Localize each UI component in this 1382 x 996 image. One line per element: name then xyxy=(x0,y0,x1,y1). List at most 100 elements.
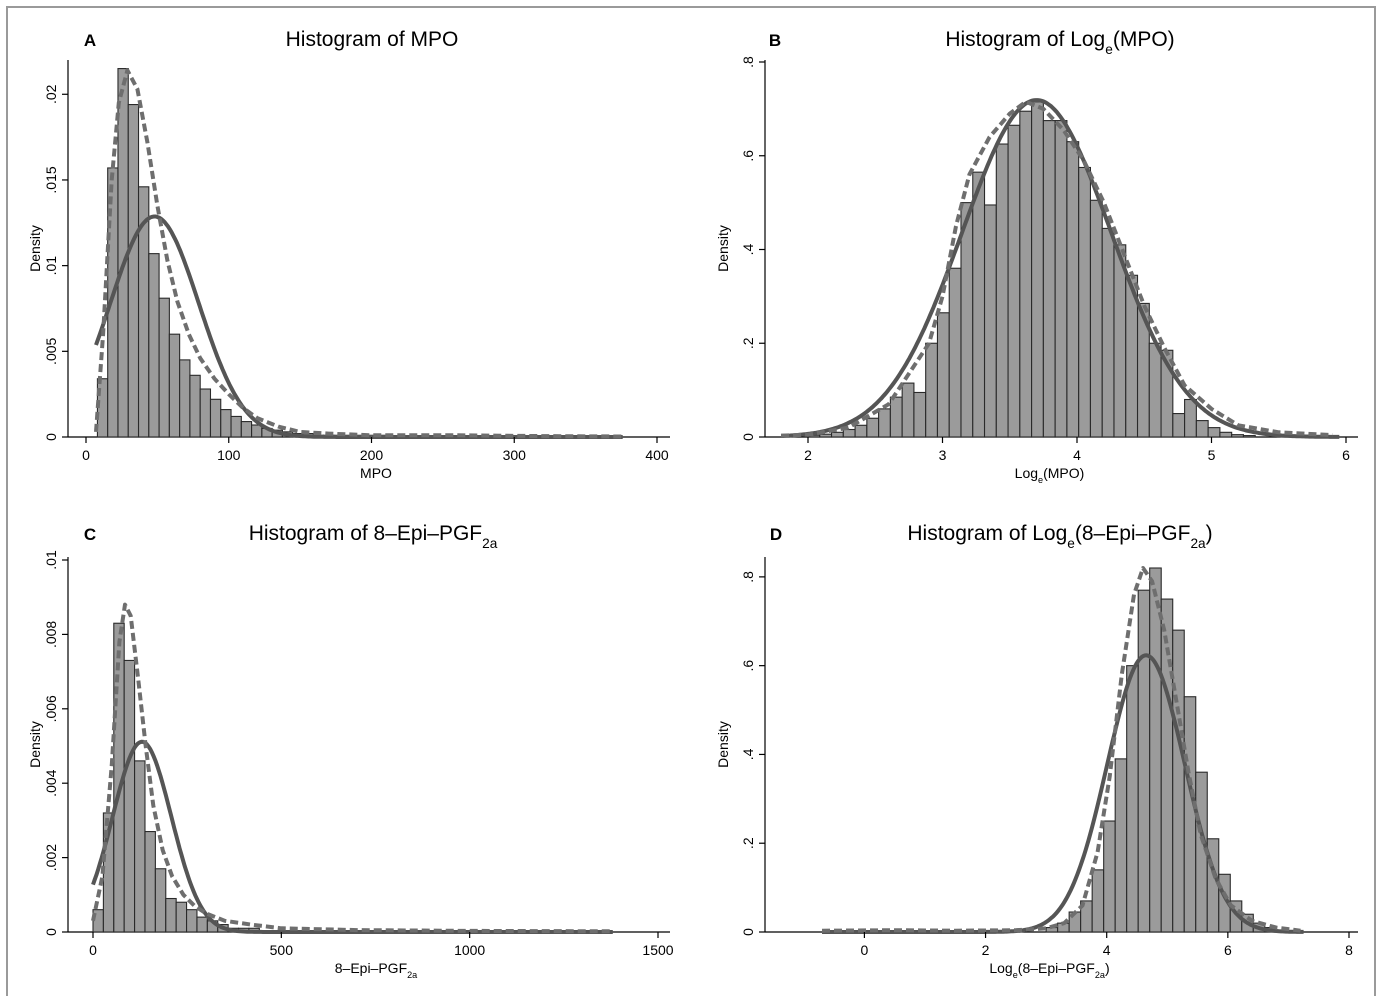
x-tick-label: 0 xyxy=(89,942,97,958)
normal-density-curve xyxy=(781,98,1340,439)
y-axis-label-d: Density xyxy=(715,721,731,768)
x-tick-label: 6 xyxy=(1224,942,1232,958)
x-axis-label-d: Loge(8–Epi–PGF2a) xyxy=(989,960,1109,980)
x-tick-label: 3 xyxy=(939,447,947,463)
histogram-bar xyxy=(175,901,188,933)
histogram-bar xyxy=(948,267,962,438)
x-axis-label-c: 8–Epi–PGF2a xyxy=(335,960,418,980)
y-tick-label: .2 xyxy=(740,337,756,349)
y-axis-label-a: Density xyxy=(27,225,43,272)
panel-title-c: Histogram of 8–Epi–PGF2a xyxy=(249,522,498,551)
y-tick-label: 0 xyxy=(740,928,756,936)
histogram-bar xyxy=(1195,420,1209,438)
histogram-bar xyxy=(1172,413,1186,438)
histogram-bar xyxy=(901,382,915,438)
histogram-bar xyxy=(123,659,136,933)
x-tick-label: 300 xyxy=(503,447,527,463)
histogram-bar xyxy=(819,433,833,438)
histogram-bar xyxy=(972,171,986,438)
y-tick-label: .8 xyxy=(740,571,756,583)
histogram-bar xyxy=(186,909,198,933)
histogram-bar xyxy=(854,424,868,438)
histogram-bar xyxy=(1007,124,1021,438)
kernel-density-curve xyxy=(821,566,1301,933)
x-tick-label: 6 xyxy=(1342,447,1350,463)
normal-density-curve xyxy=(822,653,1304,934)
histogram-bar xyxy=(220,409,232,438)
histogram-bar xyxy=(189,374,201,438)
histogram-bar xyxy=(1114,758,1128,933)
histogram-bar xyxy=(1231,434,1244,438)
histogram-bar xyxy=(1137,589,1151,933)
panel-a: 0 100 200 300 400 0 .005 .01 .015 .02 A Histogram o… xyxy=(27,28,670,481)
y-tick-label: .008 xyxy=(43,621,59,648)
histogram-bar xyxy=(983,204,997,438)
x-tick-label: 200 xyxy=(360,447,384,463)
y-tick-label: .6 xyxy=(740,150,756,162)
panel-d: 0 2 4 6 8 0 .2 .4 .6 .8 D Histogram of Loge(8–Epi–P… xyxy=(715,522,1358,980)
x-axis-label-b: Loge(MPO) xyxy=(1015,465,1085,485)
histogram-bar xyxy=(995,143,1009,438)
x-tick-label: 2 xyxy=(982,942,990,958)
histogram-bar xyxy=(1149,567,1162,933)
histogram-bar xyxy=(148,253,160,438)
histogram-bar xyxy=(251,424,263,438)
y-tick-label: 0 xyxy=(43,928,59,936)
y-tick-label: .004 xyxy=(43,769,59,796)
panel-letter-b: B xyxy=(769,31,781,50)
histogram-bar xyxy=(199,388,212,438)
histogram-bar xyxy=(230,415,242,438)
x-tick-label: 1000 xyxy=(454,942,485,958)
panel-title-a: Histogram of MPO xyxy=(286,28,459,51)
histogram-bar xyxy=(1091,869,1105,933)
histogram-bar xyxy=(209,398,222,438)
histogram-bar xyxy=(240,421,253,438)
histogram-bar xyxy=(936,312,950,438)
histogram-bar xyxy=(165,897,177,933)
figure-frame xyxy=(6,6,1376,996)
y-tick-label: .01 xyxy=(43,550,59,570)
x-tick-label: 4 xyxy=(1103,942,1111,958)
y-tick-label: .4 xyxy=(740,243,756,255)
x-tick-label: 100 xyxy=(217,447,241,463)
histogram-bar xyxy=(1066,141,1080,438)
histogram-bar xyxy=(1103,820,1116,933)
x-tick-label: 4 xyxy=(1073,447,1081,463)
histogram-bar xyxy=(1148,342,1162,438)
histogram-bar xyxy=(1101,227,1115,438)
histogram-bar xyxy=(1126,665,1139,933)
histogram-bar xyxy=(1207,427,1221,438)
kernel-density-curve xyxy=(91,602,613,934)
kernel-density-curve xyxy=(781,99,1333,438)
histogram-bar xyxy=(168,333,181,438)
panel-letter-a: A xyxy=(84,31,96,50)
histogram-bar xyxy=(1242,435,1256,438)
panel-letter-d: D xyxy=(770,525,782,544)
x-tick-label: 0 xyxy=(861,942,869,958)
y-tick-label: .4 xyxy=(740,748,756,760)
y-tick-label: .015 xyxy=(43,166,59,193)
histogram-bar xyxy=(1042,120,1056,438)
panel-c: 0 500 1000 1500 0 .002 .004 .006 .008 .01 C Histogr… xyxy=(27,522,674,980)
histogram-bar xyxy=(1113,244,1127,438)
histogram-bar xyxy=(1031,101,1044,438)
x-tick-label: 8 xyxy=(1345,942,1353,958)
histogram-bar xyxy=(179,359,191,438)
kernel-density-curve xyxy=(94,68,623,439)
histogram-bar xyxy=(878,408,891,438)
histogram-bar xyxy=(1089,199,1103,438)
histogram-bar xyxy=(196,916,208,933)
histogram-bar xyxy=(913,391,927,438)
histogram-bar xyxy=(925,342,939,438)
histogram-bar xyxy=(1078,166,1092,438)
panel-title-d: Histogram of Loge(8–Epi–PGF2a) xyxy=(907,522,1212,551)
histogram-bar xyxy=(127,104,140,438)
panel-title-b: Histogram of Loge(MPO) xyxy=(945,28,1174,57)
y-tick-label: .02 xyxy=(43,84,59,104)
histogram-bar xyxy=(889,396,903,438)
x-tick-label: 2 xyxy=(804,447,812,463)
y-tick-label: .8 xyxy=(740,56,756,68)
histogram-bar xyxy=(830,431,844,438)
panel-letter-c: C xyxy=(84,525,96,544)
